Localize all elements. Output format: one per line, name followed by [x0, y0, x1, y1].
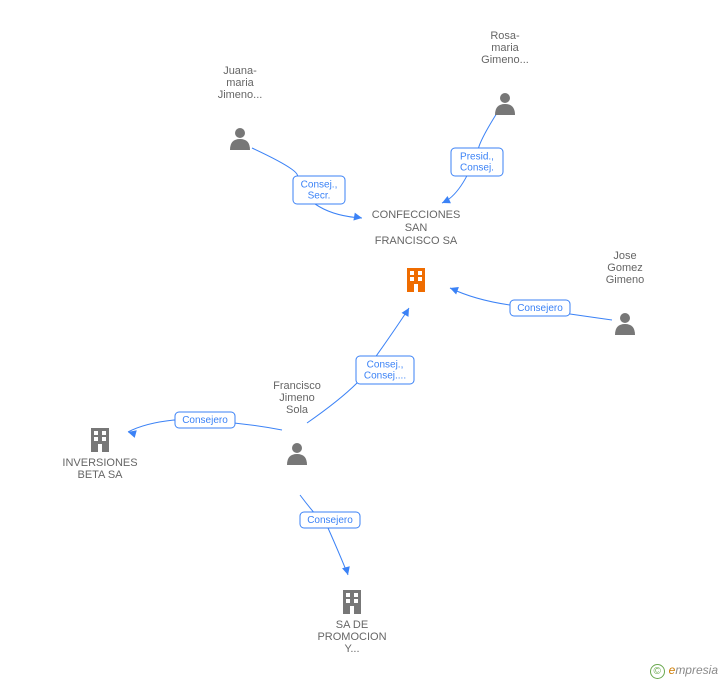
svg-text:Consejero: Consejero: [307, 515, 353, 526]
edge-e_jose: Consejero: [449, 284, 612, 320]
building-icon: [343, 590, 361, 614]
svg-text:Consej....: Consej....: [364, 371, 406, 382]
svg-text:INVERSIONES: INVERSIONES: [62, 457, 137, 469]
edge-e_juana: Consej.,Secr.: [252, 148, 363, 222]
svg-text:Gimeno: Gimeno: [606, 274, 645, 286]
svg-text:Francisco: Francisco: [273, 380, 321, 392]
svg-text:Rosa-: Rosa-: [490, 30, 520, 42]
node-inversiones[interactable]: INVERSIONESBETA SA: [62, 428, 137, 481]
svg-text:Jose: Jose: [613, 250, 636, 262]
svg-text:BETA SA: BETA SA: [77, 469, 123, 481]
edge-e_fran_inv: Consejero: [127, 412, 282, 438]
edge-e_fran_conf: Consej.,Consej....: [307, 306, 414, 423]
svg-text:Secr.: Secr.: [308, 191, 331, 202]
svg-text:SA DE: SA DE: [336, 619, 368, 631]
node-francisco[interactable]: FranciscoJimenoSola: [273, 380, 321, 465]
building-icon: [407, 268, 425, 292]
node-rosa[interactable]: Rosa-mariaGimeno...: [481, 30, 529, 115]
node-juana[interactable]: Juana-mariaJimeno...: [218, 65, 263, 150]
svg-text:PROMOCION: PROMOCION: [317, 631, 386, 643]
node-confecciones[interactable]: CONFECCIONESSANFRANCISCO SA: [372, 209, 461, 292]
copyright-icon: ©: [650, 664, 665, 679]
relationship-diagram: Consej.,Secr.Presid.,Consej.ConsejeroCon…: [0, 0, 728, 685]
svg-text:maria: maria: [491, 42, 519, 54]
svg-text:Consejero: Consejero: [182, 415, 228, 426]
svg-text:Presid.,: Presid.,: [460, 152, 494, 163]
svg-text:maria: maria: [226, 77, 254, 89]
svg-text:Y...: Y...: [344, 643, 359, 655]
person-icon: [287, 443, 307, 465]
footer-credit: ©empresia: [650, 663, 718, 679]
node-sa_promo[interactable]: SA DEPROMOCIONY...: [317, 590, 386, 655]
svg-text:SAN: SAN: [405, 222, 428, 234]
svg-text:Jimeno...: Jimeno...: [218, 89, 263, 101]
svg-text:Consej.,: Consej.,: [301, 180, 338, 191]
svg-text:CONFECCIONES: CONFECCIONES: [372, 209, 461, 221]
svg-text:Sola: Sola: [286, 404, 309, 416]
svg-text:Gomez: Gomez: [607, 262, 642, 274]
svg-text:Consej.: Consej.: [460, 163, 494, 174]
svg-text:Consejero: Consejero: [517, 303, 563, 314]
building-icon: [91, 428, 109, 452]
svg-text:Consej.,: Consej.,: [367, 360, 404, 371]
edge-e_rosa: Presid.,Consej.: [440, 113, 503, 207]
person-icon: [495, 93, 515, 115]
person-icon: [230, 128, 250, 150]
svg-text:Jimeno: Jimeno: [279, 392, 314, 404]
svg-text:Gimeno...: Gimeno...: [481, 54, 529, 66]
svg-text:Juana-: Juana-: [223, 65, 257, 77]
node-jose[interactable]: JoseGomezGimeno: [606, 250, 645, 335]
edge-e_fran_sa: Consejero: [300, 495, 360, 576]
person-icon: [615, 313, 635, 335]
svg-text:FRANCISCO SA: FRANCISCO SA: [375, 235, 458, 247]
